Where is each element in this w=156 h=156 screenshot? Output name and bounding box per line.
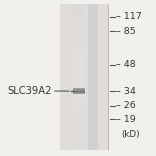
Bar <box>73 95 85 99</box>
Bar <box>73 146 85 150</box>
Bar <box>88 132 98 135</box>
Bar <box>88 106 98 110</box>
Bar <box>88 117 98 121</box>
Bar <box>73 44 85 48</box>
Bar <box>60 5 109 150</box>
Text: – 48: – 48 <box>116 60 135 69</box>
Bar <box>73 135 85 139</box>
Bar <box>73 41 85 44</box>
Bar <box>73 103 85 106</box>
Bar <box>73 92 85 93</box>
Bar <box>73 37 85 41</box>
Bar <box>88 74 98 77</box>
Bar <box>88 52 98 55</box>
Bar <box>88 15 98 19</box>
Bar <box>88 44 98 48</box>
Bar <box>73 85 85 88</box>
Bar <box>88 63 98 66</box>
Bar <box>88 110 98 114</box>
Text: (kD): (kD) <box>122 130 140 139</box>
Bar <box>73 74 85 77</box>
Bar <box>73 48 85 52</box>
Bar <box>88 135 98 139</box>
Bar <box>88 12 98 15</box>
Bar <box>88 34 98 37</box>
Bar <box>88 77 98 81</box>
Text: – 26: – 26 <box>116 101 135 110</box>
Text: – 117: – 117 <box>116 12 141 21</box>
Bar <box>73 8 85 12</box>
Bar <box>88 128 98 132</box>
Bar <box>73 106 85 110</box>
Bar <box>73 30 85 34</box>
Bar <box>88 41 98 44</box>
Bar <box>73 110 85 114</box>
Bar <box>88 88 98 92</box>
Bar <box>88 81 98 85</box>
Bar <box>73 93 85 94</box>
Bar <box>88 37 98 41</box>
Bar <box>73 88 85 89</box>
Bar <box>73 77 85 81</box>
Bar <box>73 55 85 59</box>
Bar <box>88 121 98 124</box>
Bar <box>73 81 85 85</box>
Bar <box>88 143 98 146</box>
Bar <box>88 85 98 88</box>
Bar <box>73 5 85 8</box>
Bar <box>88 124 98 128</box>
Text: – 19: – 19 <box>116 115 135 124</box>
Bar <box>88 139 98 143</box>
Bar <box>73 124 85 128</box>
Bar <box>88 48 98 52</box>
Bar <box>73 59 85 63</box>
Bar <box>88 55 98 59</box>
Bar <box>73 89 85 90</box>
Bar <box>73 12 85 15</box>
Bar <box>73 52 85 55</box>
Bar <box>88 92 98 95</box>
Bar <box>88 23 98 26</box>
Bar <box>73 117 85 121</box>
Bar <box>88 8 98 12</box>
Bar <box>88 95 98 99</box>
Bar <box>88 70 98 74</box>
Bar <box>73 63 85 66</box>
Bar <box>73 88 85 92</box>
Text: – 34: – 34 <box>116 87 135 96</box>
Bar <box>73 128 85 132</box>
Bar <box>88 26 98 30</box>
Bar <box>73 34 85 37</box>
Bar <box>73 99 85 103</box>
Bar <box>73 139 85 143</box>
Bar <box>73 23 85 26</box>
Bar <box>88 114 98 117</box>
Bar <box>88 30 98 34</box>
Bar <box>88 99 98 103</box>
Bar <box>73 15 85 19</box>
Bar <box>73 70 85 74</box>
Bar <box>73 132 85 135</box>
Bar <box>73 114 85 117</box>
Text: – 85: – 85 <box>116 27 135 36</box>
Bar <box>88 103 98 106</box>
Bar <box>73 66 85 70</box>
Bar <box>73 143 85 146</box>
Bar <box>88 146 98 150</box>
Bar <box>88 59 98 63</box>
Bar <box>73 92 85 95</box>
Bar <box>88 19 98 23</box>
Bar <box>73 26 85 30</box>
Bar <box>73 19 85 23</box>
Bar <box>88 66 98 70</box>
Bar <box>73 121 85 124</box>
Bar <box>73 91 85 92</box>
Text: SLC39A2: SLC39A2 <box>7 86 52 96</box>
Bar <box>73 90 85 91</box>
Bar <box>88 5 98 8</box>
